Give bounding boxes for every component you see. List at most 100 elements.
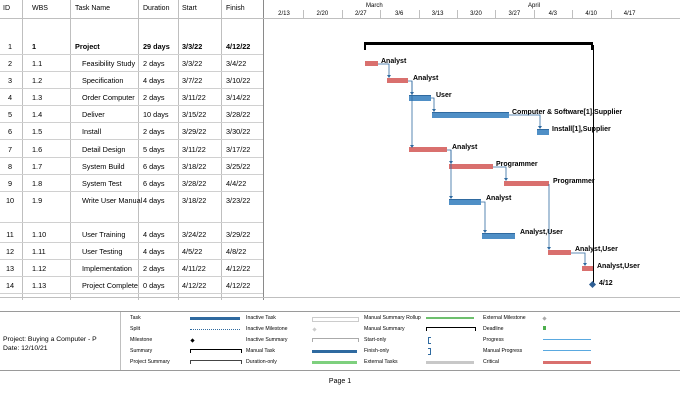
resource-label: Analyst,User — [520, 229, 563, 236]
legend-label: Project Summary — [130, 359, 170, 365]
row-finish: 3/30/22 — [226, 127, 251, 136]
col-divider — [178, 0, 179, 300]
row-wbs: 1.12 — [32, 264, 47, 273]
row-task-name: User Training — [82, 230, 126, 239]
resource-label: Install[1],Supplier — [552, 126, 611, 133]
gantt-bar-order-computer[interactable] — [409, 95, 431, 101]
row-duration: 6 days — [143, 179, 165, 188]
legend-start-only-icon — [428, 337, 431, 344]
row-id: 2 — [7, 59, 13, 68]
legend-swatch-manual-summary — [426, 327, 476, 331]
row-finish: 4/12/22 — [226, 264, 251, 273]
timescale-tick — [572, 10, 574, 18]
row-duration: 4 days — [143, 196, 165, 205]
timescale-tick — [303, 10, 305, 18]
row-finish: 4/12/22 — [226, 42, 251, 51]
row-finish: 3/4/22 — [226, 59, 247, 68]
row-id: 5 — [7, 110, 13, 119]
row-wbs: 1.3 — [32, 93, 43, 102]
row-divider — [0, 242, 263, 243]
project-name: Project: Buying a Computer - P — [3, 336, 97, 343]
timescale-week-label: 2/13 — [278, 11, 290, 17]
row-divider — [0, 276, 263, 277]
row-task-name: Order Computer — [82, 93, 135, 102]
timescale-week-label: 3/27 — [508, 11, 521, 17]
row-duration: 4 days — [143, 247, 165, 256]
row-start: 3/15/22 — [182, 110, 207, 119]
gantt-bar-feasibility[interactable] — [365, 61, 378, 66]
legend-label: Duration-only — [246, 359, 277, 365]
row-wbs: 1.5 — [32, 127, 43, 136]
row-task-name: System Build — [82, 162, 125, 171]
resource-label: Analyst — [413, 75, 439, 82]
row-id: 14 — [5, 281, 15, 290]
timescale-tick — [418, 10, 420, 18]
legend-label: Critical — [483, 359, 499, 365]
resource-label: Programmer — [496, 161, 538, 168]
gantt-bar-implementation[interactable] — [582, 266, 593, 271]
legend-label: Task — [130, 315, 141, 321]
row-start: 3/3/22 — [182, 59, 203, 68]
timescale-tick — [533, 10, 535, 18]
dependency-links — [378, 63, 587, 266]
row-duration: 2 days — [143, 127, 165, 136]
legend-box: Project: Buying a Computer - P Date: 12/… — [0, 311, 680, 371]
legend-label: Finish-only — [364, 348, 390, 354]
row-finish: 4/12/22 — [226, 281, 251, 290]
row-finish: 4/4/22 — [226, 179, 247, 188]
row-id: 8 — [7, 162, 13, 171]
milestone-label: 4/12 — [599, 280, 613, 287]
legend-swatch-manual-summary-rollup — [426, 317, 474, 319]
resource-label: Computer & Software[1],Supplier — [512, 109, 623, 116]
row-wbs: 1.11 — [32, 247, 46, 256]
legend-label: Inactive Summary — [246, 337, 288, 343]
summary-bar-end — [364, 42, 366, 50]
summary-bar-end — [591, 42, 593, 50]
row-task-name: System Test — [82, 179, 122, 188]
sheet-bottom-rule — [0, 297, 680, 298]
gantt-bar-specification[interactable] — [387, 78, 408, 83]
row-start: 4/5/22 — [182, 247, 203, 256]
gantt-bar-detail-design[interactable] — [409, 147, 447, 152]
timescale-tick — [380, 10, 382, 18]
row-task-name: Project — [75, 42, 100, 51]
gantt-bar-user-manual[interactable] — [449, 199, 481, 205]
row-task-name: Implementation — [82, 264, 132, 273]
row-wbs: 1.1 — [32, 59, 43, 68]
row-id: 9 — [7, 179, 13, 188]
gantt-bar-system-build[interactable] — [449, 164, 493, 169]
gantt-sheet: ID WBS Task Name Duration Start Finish 1… — [0, 0, 680, 300]
row-task-name: Project Complete — [82, 281, 138, 290]
col-header-wbs: WBS — [32, 5, 48, 12]
gantt-bar-system-test[interactable] — [504, 181, 549, 186]
summary-bar[interactable] — [364, 42, 593, 45]
timescale-week-label: 4/3 — [548, 11, 557, 17]
timescale-week-label: 3/20 — [470, 11, 482, 17]
row-finish: 3/10/22 — [226, 76, 251, 85]
row-start: 4/12/22 — [182, 281, 207, 290]
row-id: 10 — [5, 196, 15, 205]
row-id: 7 — [7, 145, 13, 154]
gantt-bar-user-testing[interactable] — [548, 250, 571, 255]
legend-label: Milestone — [130, 337, 153, 343]
resource-label: Analyst,User — [597, 263, 640, 270]
gantt-bar-install[interactable] — [537, 129, 549, 135]
legend-swatch-manual-task — [312, 350, 357, 353]
timescale-tick — [495, 10, 497, 18]
row-start: 3/24/22 — [182, 230, 207, 239]
col-header-task-name: Task Name — [75, 5, 111, 12]
row-duration: 2 days — [143, 93, 165, 102]
legend-label: Summary — [130, 348, 153, 354]
legend-swatch-inactive-task — [312, 317, 359, 322]
row-duration: 5 days — [143, 145, 165, 154]
gantt-bar-user-training[interactable] — [482, 233, 515, 239]
row-wbs: 1.9 — [32, 196, 43, 205]
timescale-month: April — [528, 3, 541, 9]
legend-label: Inactive Task — [246, 315, 276, 321]
row-start: 3/28/22 — [182, 179, 207, 188]
gantt-bar-deliver[interactable] — [432, 112, 509, 118]
row-id: 4 — [7, 93, 13, 102]
resource-label: Analyst — [381, 58, 407, 65]
row-id: 3 — [7, 76, 13, 85]
resource-label: User — [436, 92, 452, 99]
